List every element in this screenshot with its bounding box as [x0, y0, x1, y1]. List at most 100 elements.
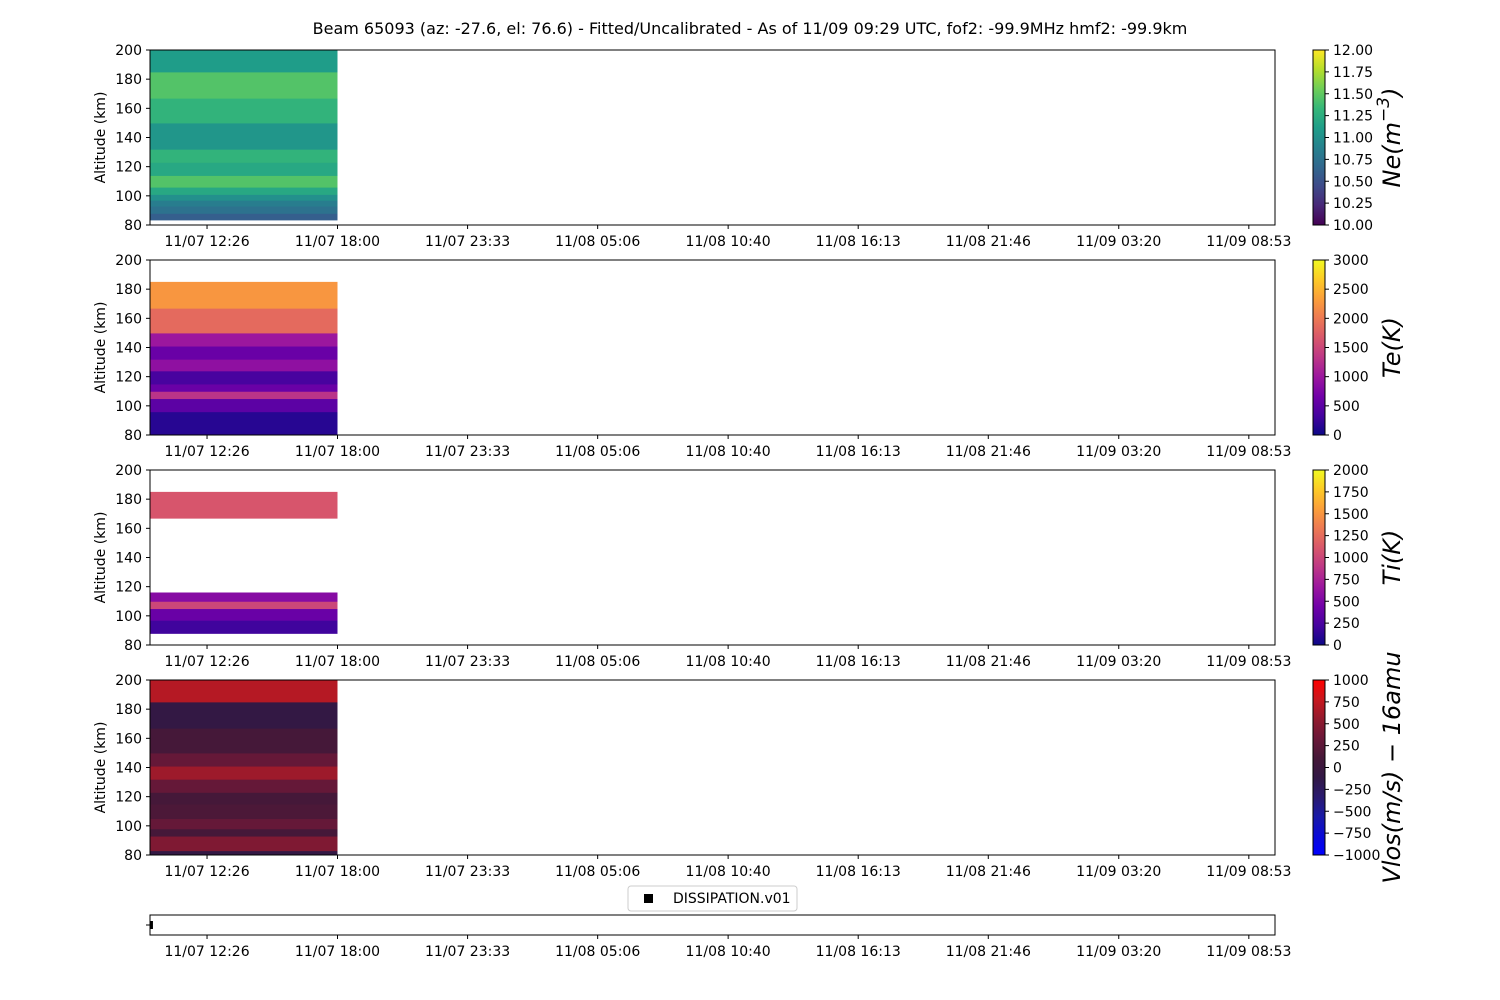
heatmap-cell-ne-8	[150, 122, 338, 150]
colorbar-tick-label: −500	[1333, 804, 1371, 820]
heatmap-cell-ne-9	[150, 98, 338, 124]
colorbar-tick-label: 3000	[1333, 253, 1369, 269]
heatmap-cell-te-7	[150, 332, 338, 347]
y-tick-label: 160	[115, 731, 142, 747]
heatmap-cell-ne-5	[150, 175, 338, 188]
heatmap-cell-ne-2	[150, 200, 338, 207]
x-tick-label: 11/07 18:00	[295, 234, 380, 250]
heatmap-cell-ne-10	[150, 71, 338, 99]
legend: DISSIPATION.v01	[627, 885, 798, 912]
x-tick-label: 11/09 08:53	[1206, 654, 1291, 670]
y-tick-label: 140	[115, 131, 142, 147]
mode-strip-marker	[150, 921, 153, 929]
x-tick-label: 11/08 21:46	[946, 864, 1031, 880]
y-tick-label: 200	[115, 673, 142, 689]
y-tick-label: 180	[115, 702, 142, 718]
colorbar-tick-label: 0	[1333, 761, 1342, 777]
colorbar-tick-label: 500	[1333, 717, 1360, 733]
heatmap-cell-ne-4	[150, 187, 338, 195]
x-tick-label: 11/08 05:06	[555, 444, 640, 460]
y-tick-label: 180	[115, 72, 142, 88]
y-tick-label: 160	[115, 311, 142, 327]
x-tick-label: 11/07 18:00	[295, 444, 380, 460]
y-axis-label: Altitude (km)	[93, 512, 109, 604]
x-tick-label: 11/07 12:26	[164, 234, 249, 250]
x-tick-label: 11/07 23:33	[425, 444, 510, 460]
colorbar-tick-label: 10.50	[1333, 174, 1373, 190]
colorbar-label-ti: Ti(K)	[1378, 530, 1406, 586]
heatmap-cell-ne-3	[150, 194, 338, 201]
x-tick-label: 11/08 05:06	[555, 944, 640, 960]
colorbar-tick-label: 250	[1333, 616, 1360, 632]
y-tick-label: 200	[115, 43, 142, 59]
heatmap-cell-ti-4	[150, 491, 338, 519]
y-tick-label: 80	[124, 428, 142, 444]
colorbar-tick-label: 11.00	[1333, 131, 1373, 147]
mode-strip-frame	[149, 914, 1276, 936]
y-axis-label: Altitude (km)	[93, 92, 109, 184]
y-tick-label: 160	[115, 101, 142, 117]
heatmap-cell-te-0	[150, 411, 338, 436]
x-tick-label: 11/09 08:53	[1206, 944, 1291, 960]
legend-square-marker	[644, 894, 653, 903]
y-tick-label: 120	[115, 580, 142, 596]
colorbar-label-te: Te(K)	[1378, 317, 1406, 378]
colorbar-tick-label: 1000	[1333, 370, 1369, 386]
heatmap-cell-vlos-8	[150, 752, 338, 767]
colorbar-label-vlos: Vlos(m/s) − 16amu	[1378, 651, 1406, 883]
x-tick-label: 11/07 12:26	[164, 864, 249, 880]
x-tick-label: 11/07 23:33	[425, 654, 510, 670]
x-tick-label: 11/07 12:26	[164, 444, 249, 460]
y-tick-label: 120	[115, 160, 142, 176]
y-tick-label: 200	[115, 253, 142, 269]
colorbar-vlos	[1312, 679, 1326, 856]
x-tick-label: 11/08 21:46	[946, 234, 1031, 250]
mode-strip: 11/07 12:26 11/07 18:00 11/07 23:33 11/08 0…	[146, 914, 1291, 960]
colorbar-tick-label: 2000	[1333, 463, 1369, 479]
x-tick-label: 11/07 23:33	[425, 864, 510, 880]
y-axis-label: Altitude (km)	[93, 302, 109, 394]
x-tick-label: 11/08 10:40	[686, 444, 771, 460]
heatmap-cell-vlos-5	[150, 792, 338, 805]
heatmap-cell-ti-0	[150, 620, 338, 634]
x-tick-label: 11/08 21:46	[946, 654, 1031, 670]
heatmap-cell-te-1	[150, 398, 338, 413]
colorbar-tick-label: 500	[1333, 594, 1360, 610]
colorbar-tick-label: 11.75	[1333, 65, 1373, 81]
colorbar-tick-label: −1000	[1333, 848, 1380, 864]
x-tick-label: 11/07 18:00	[295, 654, 380, 670]
legend-label: DISSIPATION.v01	[673, 891, 791, 907]
colorbar-te	[1312, 259, 1326, 436]
x-tick-label: 11/08 16:13	[816, 864, 901, 880]
y-tick-label: 80	[124, 638, 142, 654]
y-tick-label: 160	[115, 521, 142, 537]
x-tick-label: 11/09 03:20	[1076, 944, 1161, 960]
x-tick-label: 11/08 10:40	[686, 234, 771, 250]
heatmap-cell-vlos-3	[150, 818, 338, 830]
colorbar-tick-label: 11.25	[1333, 109, 1373, 125]
x-tick-label: 11/09 03:20	[1076, 444, 1161, 460]
x-tick-label: 11/09 03:20	[1076, 864, 1161, 880]
colorbar-tick-label: 2000	[1333, 311, 1369, 327]
heatmap-cell-ti-2	[150, 601, 338, 610]
heatmap-cell-ne-7	[150, 149, 338, 163]
x-tick-label: 11/07 12:26	[164, 944, 249, 960]
heatmap-cell-ne-11	[150, 50, 338, 73]
colorbar-tick-label: 1000	[1333, 551, 1369, 567]
y-tick-label: 100	[115, 399, 142, 415]
colorbar-tick-label: 250	[1333, 739, 1360, 755]
heatmap-cell-te-9	[150, 281, 338, 309]
x-tick-label: 11/08 05:06	[555, 654, 640, 670]
x-tick-label: 11/07 18:00	[295, 864, 380, 880]
colorbar-tick-label: 1750	[1333, 485, 1369, 501]
y-tick-label: 80	[124, 218, 142, 234]
y-tick-label: 200	[115, 463, 142, 479]
x-tick-label: 11/07 23:33	[425, 234, 510, 250]
colorbar-tick-label: 2500	[1333, 282, 1369, 298]
heatmap-cell-vlos-1	[150, 836, 338, 852]
y-tick-label: 100	[115, 189, 142, 205]
heatmap-cell-ne-1	[150, 206, 338, 214]
heatmap-cell-ti-1	[150, 608, 338, 621]
colorbar-tick-label: 10.75	[1333, 152, 1373, 168]
y-tick-label: 80	[124, 848, 142, 864]
